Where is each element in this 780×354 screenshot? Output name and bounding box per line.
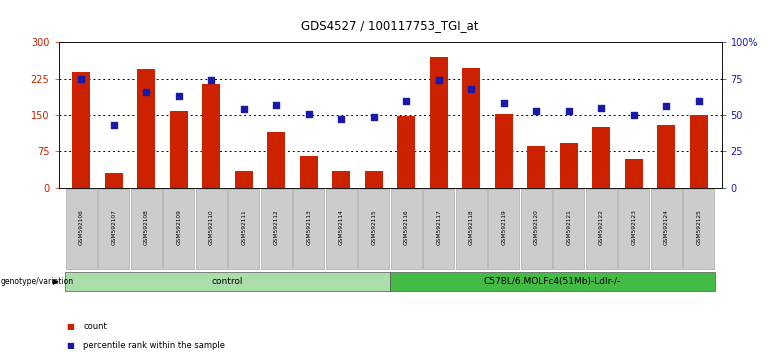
Bar: [73, 72, 90, 188]
Point: [562, 108, 575, 114]
Bar: [293, 189, 324, 269]
Point: [335, 116, 348, 122]
Bar: [235, 171, 253, 188]
Text: GSM592118: GSM592118: [469, 210, 473, 245]
Text: genotype/variation: genotype/variation: [1, 277, 74, 286]
Bar: [592, 127, 610, 188]
Text: GDS4527 / 100117753_TGI_at: GDS4527 / 100117753_TGI_at: [301, 19, 479, 33]
Point: [140, 89, 153, 95]
Bar: [560, 143, 578, 188]
Text: GSM592111: GSM592111: [241, 210, 246, 245]
Bar: [105, 173, 122, 188]
Text: GSM592121: GSM592121: [566, 210, 571, 245]
Point: [465, 86, 477, 92]
Bar: [261, 189, 292, 269]
Point: [660, 103, 672, 109]
Bar: [391, 189, 422, 269]
Bar: [488, 189, 519, 269]
Point: [172, 93, 185, 99]
Bar: [658, 125, 675, 188]
Bar: [527, 147, 545, 188]
Bar: [365, 171, 383, 188]
Text: GSM592122: GSM592122: [599, 210, 604, 245]
Bar: [586, 189, 617, 269]
Point: [367, 114, 380, 119]
Bar: [430, 57, 448, 188]
Text: GSM592115: GSM592115: [371, 210, 376, 245]
Text: GSM592109: GSM592109: [176, 210, 181, 245]
Text: GSM592114: GSM592114: [339, 210, 344, 245]
Text: ■: ■: [66, 322, 74, 331]
Text: GSM592107: GSM592107: [112, 210, 116, 245]
Bar: [131, 189, 162, 269]
Text: GSM592124: GSM592124: [664, 210, 668, 245]
Bar: [268, 132, 285, 188]
Bar: [463, 68, 480, 188]
Point: [530, 108, 543, 114]
Bar: [521, 189, 552, 269]
Bar: [326, 189, 357, 269]
Bar: [98, 189, 129, 269]
Point: [75, 76, 87, 81]
Point: [108, 122, 120, 128]
Text: GSM592125: GSM592125: [697, 210, 701, 245]
Point: [595, 105, 608, 110]
Bar: [300, 156, 317, 188]
Text: percentile rank within the sample: percentile rank within the sample: [83, 342, 225, 350]
Bar: [332, 171, 350, 188]
Bar: [651, 189, 682, 269]
Bar: [690, 115, 707, 188]
Point: [628, 112, 640, 118]
Bar: [456, 189, 487, 269]
Bar: [619, 189, 650, 269]
Point: [433, 78, 445, 83]
Bar: [228, 189, 259, 269]
Point: [270, 102, 282, 108]
Point: [238, 107, 250, 112]
Text: GSM592110: GSM592110: [209, 210, 214, 245]
Text: ■: ■: [66, 342, 74, 350]
Point: [498, 101, 510, 106]
Text: GSM592119: GSM592119: [502, 210, 506, 245]
Bar: [196, 189, 227, 269]
Point: [205, 78, 218, 83]
Bar: [553, 189, 584, 269]
Text: control: control: [211, 276, 243, 286]
Text: C57BL/6.MOLFc4(51Mb)-Ldlr-/-: C57BL/6.MOLFc4(51Mb)-Ldlr-/-: [484, 276, 621, 286]
Bar: [170, 111, 188, 188]
Text: GSM592108: GSM592108: [144, 210, 149, 245]
Bar: [390, 272, 715, 291]
Text: GSM592116: GSM592116: [404, 210, 409, 245]
Bar: [65, 272, 390, 291]
Bar: [202, 84, 220, 188]
Text: GSM592113: GSM592113: [307, 210, 311, 245]
Text: GSM592106: GSM592106: [79, 210, 83, 245]
Bar: [495, 114, 512, 188]
Point: [693, 98, 705, 103]
Point: [400, 98, 413, 103]
Bar: [683, 189, 714, 269]
Text: count: count: [83, 322, 107, 331]
Text: GSM592117: GSM592117: [436, 210, 441, 245]
Text: GSM592123: GSM592123: [631, 210, 636, 245]
Text: GSM592120: GSM592120: [534, 210, 539, 245]
Bar: [397, 116, 415, 188]
Bar: [163, 189, 194, 269]
Text: GSM592112: GSM592112: [274, 210, 278, 245]
Bar: [137, 69, 155, 188]
Bar: [358, 189, 389, 269]
Bar: [66, 189, 97, 269]
Text: ▶: ▶: [53, 277, 59, 286]
Bar: [424, 189, 455, 269]
Point: [303, 111, 315, 116]
Bar: [625, 159, 643, 188]
